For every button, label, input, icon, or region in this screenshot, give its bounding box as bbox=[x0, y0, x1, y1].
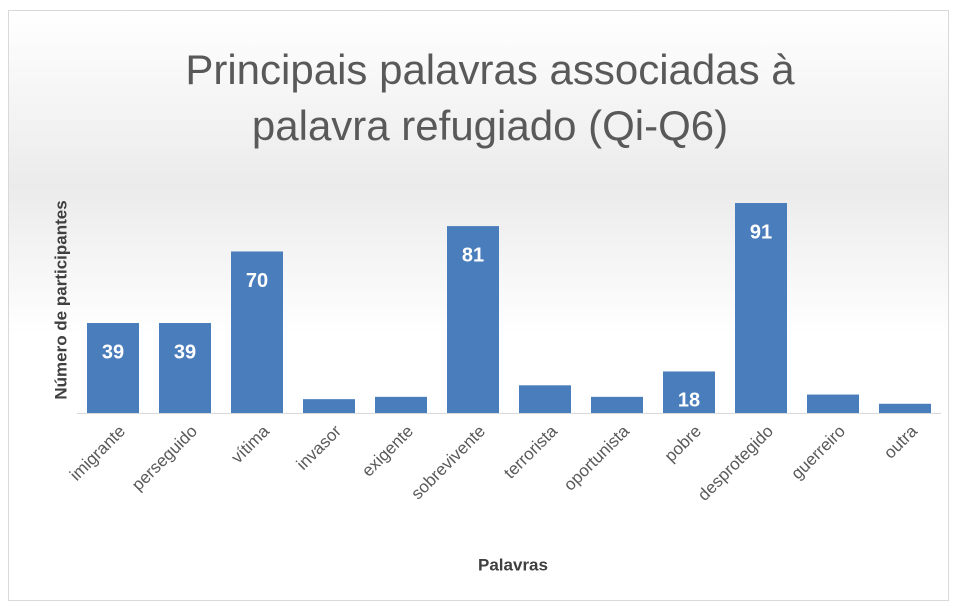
bar bbox=[159, 323, 211, 413]
data-label: 6 bbox=[323, 373, 334, 395]
chart-title: Principais palavras associadas à palavra… bbox=[185, 46, 795, 149]
bar bbox=[663, 371, 715, 413]
data-label: 12 bbox=[534, 360, 556, 382]
bar bbox=[807, 394, 859, 413]
x-axis-label: Palavras bbox=[478, 555, 548, 574]
data-label: 8 bbox=[827, 369, 838, 391]
bar bbox=[519, 385, 571, 413]
bar bbox=[375, 396, 427, 413]
data-label: 18 bbox=[678, 390, 700, 412]
data-label: 91 bbox=[750, 221, 772, 243]
bar bbox=[231, 251, 283, 413]
bar bbox=[87, 323, 139, 413]
data-label: 7 bbox=[611, 371, 622, 393]
data-label: 81 bbox=[462, 244, 484, 266]
bar bbox=[303, 399, 355, 413]
data-label: 4 bbox=[899, 378, 911, 400]
data-label: 39 bbox=[102, 341, 124, 363]
bar bbox=[591, 396, 643, 413]
data-label: 7 bbox=[395, 371, 406, 393]
bar bbox=[879, 403, 931, 413]
bar bbox=[447, 226, 499, 413]
y-axis-label: Número de participantes bbox=[51, 200, 70, 399]
data-label: 39 bbox=[174, 341, 196, 363]
data-label: 70 bbox=[246, 270, 268, 292]
bar bbox=[735, 203, 787, 413]
